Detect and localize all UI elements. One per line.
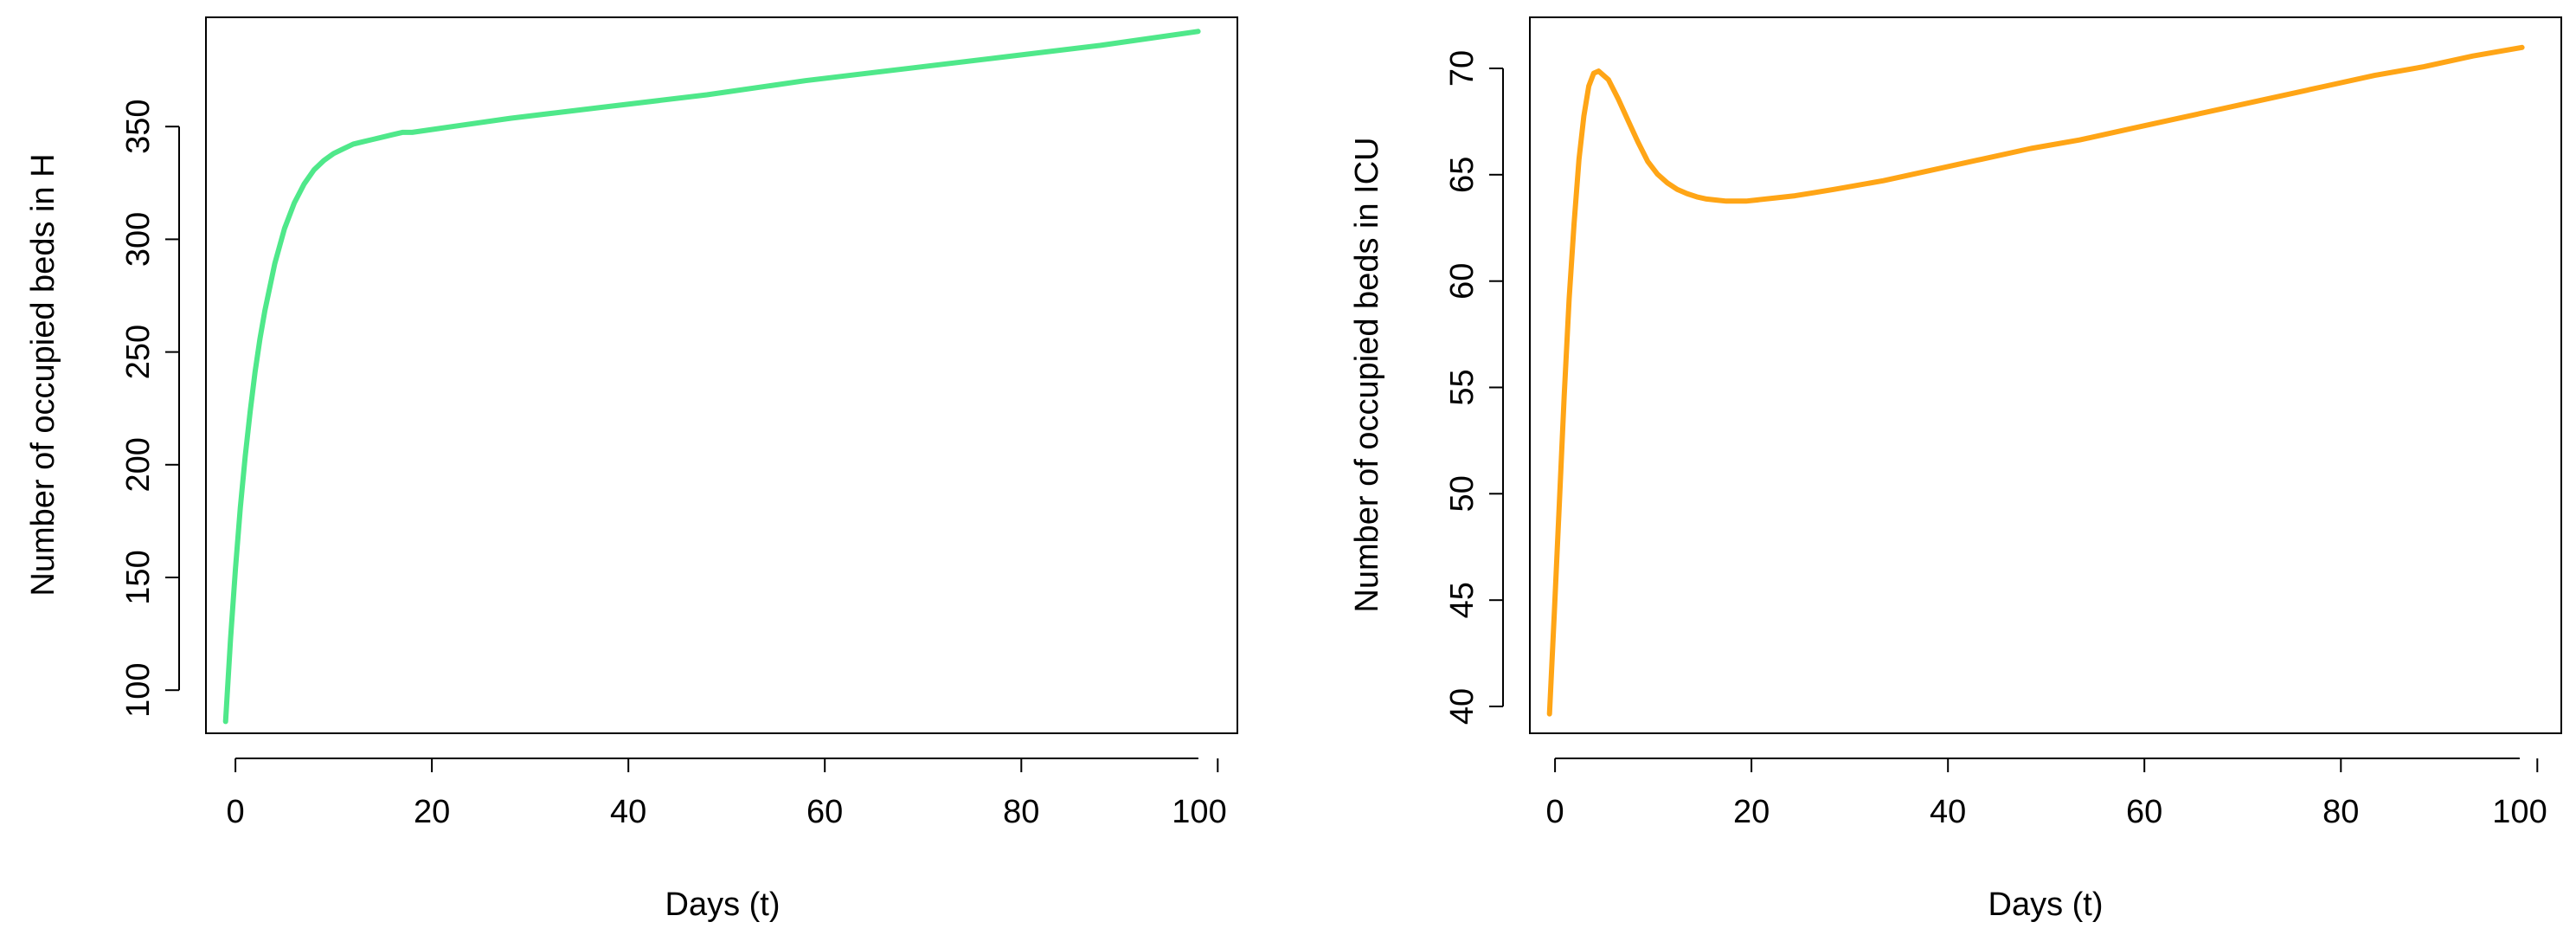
x-tick-label: 40 [610, 794, 646, 830]
x-tick-label: 60 [2126, 794, 2162, 830]
y-axis: 40 45 50 55 60 65 70 Number of occupied … [1349, 50, 1504, 725]
series-line [222, 29, 1201, 725]
y-tick-label: 60 [1444, 263, 1481, 300]
x-axis: 0 20 40 60 80 100 Days (t) [1546, 758, 2547, 923]
y-tick-label: 70 [1444, 50, 1481, 87]
y-axis: 100 150 200 250 300 350 Number of occupi… [25, 99, 180, 718]
x-tick-label: 0 [1546, 794, 1564, 830]
y-tick-label: 100 [120, 662, 157, 717]
x-tick-label: 40 [1930, 794, 1966, 830]
y-tick-label: 50 [1444, 475, 1481, 512]
y-tick-label: 250 [120, 325, 157, 379]
x-tick-label: 80 [2322, 794, 2359, 830]
x-tick-label: 0 [227, 794, 245, 830]
x-axis: 0 20 40 60 80 100 Days (t) [227, 758, 1227, 923]
series-line [1546, 44, 2525, 717]
x-tick-label: 100 [1172, 794, 1226, 830]
plot-frame [205, 16, 1238, 734]
y-tick-label: 200 [120, 437, 157, 492]
chart-hospital-beds: 0 20 40 60 80 100 Days (t) 100 150 200 2… [25, 16, 1238, 923]
x-tick-label: 80 [1003, 794, 1039, 830]
y-tick-label: 300 [120, 212, 157, 267]
x-tick-label: 20 [414, 794, 450, 830]
plot-frame [1529, 16, 2562, 734]
x-axis-title: Days (t) [665, 887, 781, 923]
y-axis-title: Number of occupied beds in H [25, 153, 61, 596]
y-axis-title: Number of occupied beds in ICU [1349, 137, 1385, 612]
y-tick-label: 350 [120, 99, 157, 153]
x-tick-label: 100 [2492, 794, 2547, 830]
x-tick-label: 60 [806, 794, 843, 830]
chart-icu-beds: 0 20 40 60 80 100 Days (t) 40 45 50 55 6… [1349, 16, 2562, 923]
y-tick-label: 65 [1444, 157, 1481, 193]
x-tick-label: 20 [1733, 794, 1770, 830]
y-tick-label: 150 [120, 550, 157, 604]
y-tick-label: 55 [1444, 369, 1481, 405]
y-tick-label: 40 [1444, 688, 1481, 725]
x-axis-title: Days (t) [1988, 887, 2104, 923]
y-tick-label: 45 [1444, 582, 1481, 618]
